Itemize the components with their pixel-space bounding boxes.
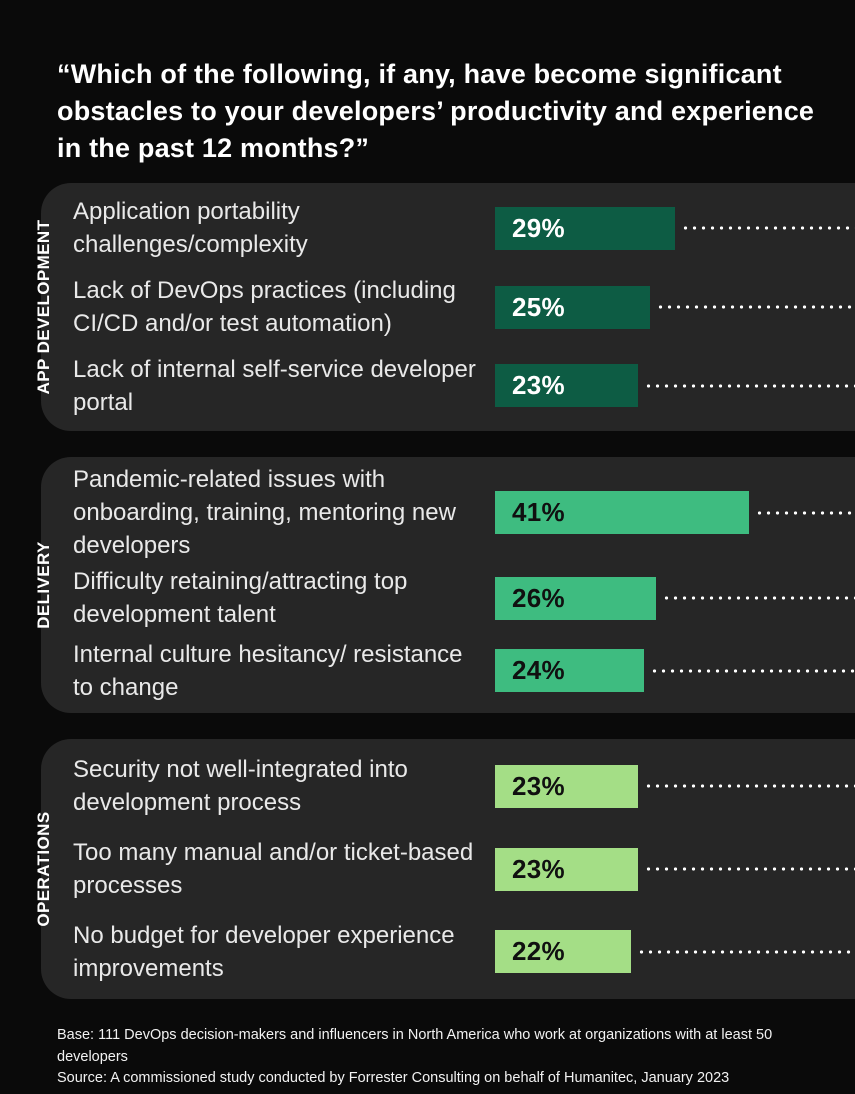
dotted-leader-line [643, 784, 855, 789]
bar-manual-processes: 23% [495, 847, 638, 891]
bar-value-label: 41% [512, 497, 565, 527]
bar-no-budget: 22% [495, 930, 632, 974]
bar-row: Internal culture hesitancy/ resistance t… [41, 635, 855, 708]
dotted-leader-line [755, 510, 855, 515]
bar-retaining-talent: 26% [495, 576, 657, 620]
dotted-leader-line [662, 596, 855, 601]
bar-pandemic-onboarding: 41% [495, 491, 750, 534]
group-label-app-development: APP DEVELOPMENT [34, 219, 53, 395]
bar-value-label: 29% [512, 212, 565, 243]
source-note: Source: A commissioned study conducted b… [57, 1070, 730, 1086]
bar-culture-hesitancy: 24% [495, 649, 644, 693]
item-label: Too many manual and/or ticket-based proc… [73, 839, 474, 899]
bar-value-label: 26% [512, 582, 565, 613]
bar-row: Lack of internal self-service developer … [41, 346, 855, 425]
dotted-leader-line [643, 867, 855, 871]
bar-row: Too many manual and/or ticket-based proc… [41, 828, 855, 911]
bar-value-label: 25% [512, 291, 565, 322]
group-card-delivery: DELIVERY Pandemic-related issues with on… [34, 457, 855, 713]
item-label: Lack of DevOps practices (including CI/C… [73, 277, 456, 337]
bar-track: 24% [495, 649, 855, 693]
bar-devops-practices: 25% [495, 285, 650, 329]
item-label: Pandemic-related issues with onboarding,… [73, 466, 456, 559]
item-label: Difficulty retaining/attracting top deve… [73, 568, 408, 629]
bar-value-label: 23% [512, 370, 565, 401]
bar-row: No budget for developer experience impro… [41, 910, 855, 993]
bar-app-portability: 29% [495, 206, 675, 250]
bar-value-label: 23% [512, 770, 565, 801]
dotted-leader-line [649, 668, 855, 673]
bar-row: Application portability challenges/compl… [41, 189, 855, 268]
bar-track: 23% [495, 764, 855, 808]
bar-track: 26% [495, 576, 855, 620]
bar-self-service-portal: 23% [495, 364, 638, 408]
item-label: No budget for developer experience impro… [73, 921, 455, 982]
bar-value-label: 23% [512, 853, 565, 884]
bar-value-label: 24% [512, 655, 565, 686]
item-label: Lack of internal self-service developer … [73, 355, 476, 416]
bar-row: Lack of DevOps practices (including CI/C… [41, 268, 855, 347]
group-label-operations: OPERATIONS [34, 811, 53, 927]
bar-track: 29% [495, 206, 855, 250]
dotted-leader-line [656, 305, 855, 309]
dotted-leader-line [637, 949, 855, 954]
chart-title: “Which of the following, if any, have be… [57, 59, 815, 163]
bar-row: Security not well-integrated into develo… [41, 745, 855, 828]
item-label: Security not well-integrated into develo… [73, 756, 408, 817]
bar-value-label: 22% [512, 936, 565, 967]
group-label-delivery: DELIVERY [34, 541, 53, 629]
group-card-operations: OPERATIONS Security not well-integrated … [34, 739, 855, 999]
bar-row: Difficulty retaining/attracting top deve… [41, 562, 855, 635]
bar-track: 22% [495, 930, 855, 974]
bar-track: 23% [495, 847, 855, 891]
bar-track: 25% [495, 285, 855, 329]
bar-track: 23% [495, 364, 855, 408]
item-label: Application portability challenges/compl… [73, 198, 308, 259]
bar-track: 41% [495, 491, 855, 534]
base-note: Base: 111 DevOps decision-makers and inf… [57, 1027, 773, 1065]
footnotes: Base: 111 DevOps decision-makers and inf… [57, 1025, 792, 1090]
dotted-leader-line [643, 383, 855, 388]
bar-security-integration: 23% [495, 764, 638, 808]
dotted-leader-line [680, 226, 855, 231]
group-card-app-development: APP DEVELOPMENT Application portability … [34, 183, 855, 431]
bar-row: Pandemic-related issues with onboarding,… [41, 463, 855, 562]
item-label: Internal culture hesitancy/ resistance t… [73, 640, 463, 701]
